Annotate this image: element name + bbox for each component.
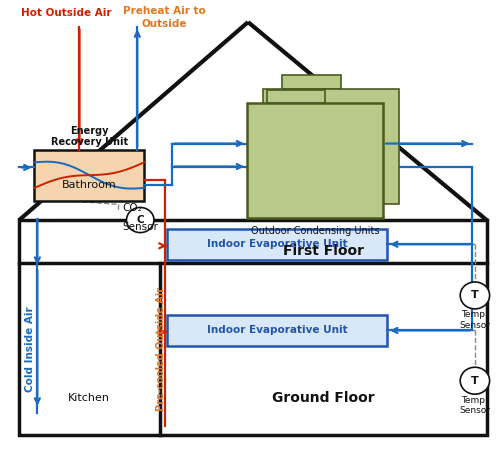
Text: Bathroom: Bathroom — [62, 180, 116, 190]
Bar — [166, 315, 387, 346]
Text: Temp.
Sensor: Temp. Sensor — [460, 310, 490, 330]
Text: First Floor: First Floor — [283, 244, 364, 258]
Text: Outdoor Condensing Units: Outdoor Condensing Units — [251, 226, 380, 236]
Bar — [166, 229, 387, 260]
Text: Cold Inside Air: Cold Inside Air — [26, 306, 36, 392]
Text: Preheat Air to
Outside: Preheat Air to Outside — [123, 6, 206, 29]
Bar — [34, 150, 144, 201]
Text: Energy
Recovery Unit: Energy Recovery Unit — [50, 125, 128, 147]
Text: T: T — [471, 376, 479, 386]
Circle shape — [126, 207, 154, 233]
Bar — [282, 76, 341, 89]
Text: Indoor Evaporative Unit: Indoor Evaporative Unit — [206, 326, 348, 335]
Text: Ground Floor: Ground Floor — [272, 391, 375, 404]
Text: C: C — [136, 215, 144, 225]
Text: Temp.
Sensor: Temp. Sensor — [460, 396, 490, 415]
Bar — [266, 90, 326, 104]
Text: Hot Outside Air: Hot Outside Air — [20, 8, 111, 18]
Circle shape — [460, 282, 490, 309]
Text: CO₂: CO₂ — [122, 203, 142, 213]
Bar — [262, 89, 399, 204]
Text: T: T — [471, 290, 479, 300]
Circle shape — [460, 367, 490, 394]
Text: Indoor Evaporative Unit: Indoor Evaporative Unit — [206, 239, 348, 249]
Text: Pre-cooled Outside Air: Pre-cooled Outside Air — [156, 287, 166, 411]
Text: Sensor: Sensor — [122, 222, 158, 232]
Text: Kitchen: Kitchen — [68, 393, 110, 403]
Bar — [247, 104, 384, 218]
Bar — [18, 220, 487, 436]
